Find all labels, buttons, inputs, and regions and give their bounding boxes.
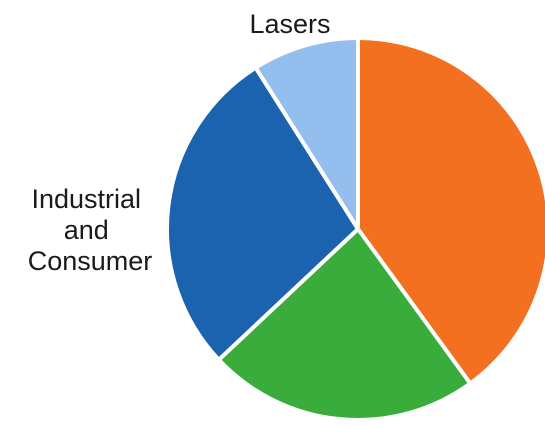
pie-slice-1	[356, 36, 545, 386]
slice-label-industrial-and-consumer: Industrial and Consumer	[28, 184, 153, 276]
pie-slice-4	[253, 36, 360, 231]
pie-slice-3	[165, 65, 360, 362]
pie-slices	[165, 36, 545, 422]
pie-labels: Lasers Industrial and Consumer	[28, 9, 331, 276]
slice-label-lasers: Lasers	[249, 9, 330, 39]
pie-slice-2	[216, 227, 473, 422]
